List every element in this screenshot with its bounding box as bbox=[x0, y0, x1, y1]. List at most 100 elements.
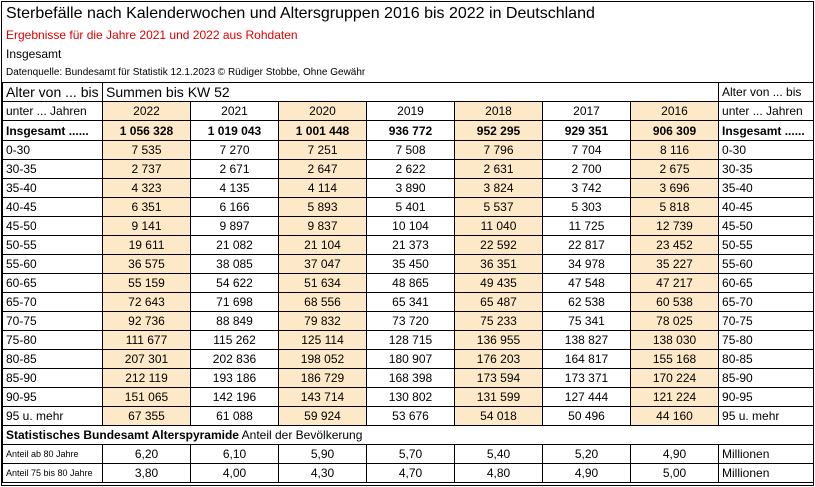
value: 173 371 bbox=[542, 368, 631, 388]
value: 6 166 bbox=[190, 197, 279, 217]
value: 37 047 bbox=[278, 254, 367, 274]
age-label: 80-85 bbox=[2, 349, 103, 369]
data-row: 45-50 9 141 9 897 9 837 10 104 11 040 11 725 12… bbox=[2, 216, 815, 236]
value: 2 700 bbox=[542, 159, 631, 179]
population-value: 4,00 bbox=[190, 463, 279, 483]
value: 180 907 bbox=[366, 349, 455, 369]
value: 3 890 bbox=[366, 178, 455, 198]
age-label: 40-45 bbox=[718, 197, 815, 217]
value: 906 309 bbox=[629, 120, 720, 141]
age-label: 40-45 bbox=[2, 197, 103, 217]
age-label: 85-90 bbox=[2, 368, 103, 388]
population-value: 4,70 bbox=[366, 463, 455, 483]
value: 929 351 bbox=[542, 120, 631, 141]
age-label: Insgesamt ...... bbox=[718, 120, 815, 141]
value: 5 893 bbox=[278, 197, 367, 217]
data-row: 80-85 207 301 202 836 198 052 180 907 176 203… bbox=[2, 349, 815, 369]
value: 7 704 bbox=[542, 140, 631, 160]
title: Sterbefälle nach Kalenderwochen und Alte… bbox=[6, 5, 595, 22]
row-head: Alter von ... bis bbox=[2, 82, 103, 102]
value: 5 818 bbox=[629, 197, 720, 217]
value: 21 082 bbox=[190, 235, 279, 255]
value: 2 671 bbox=[190, 159, 279, 179]
value: 6 351 bbox=[102, 197, 191, 217]
value: 21 373 bbox=[366, 235, 455, 255]
value: 2 622 bbox=[366, 159, 455, 179]
value: 44 160 bbox=[629, 406, 720, 426]
value: 19 611 bbox=[102, 235, 191, 255]
value: 127 444 bbox=[542, 387, 631, 407]
year: 2018 bbox=[454, 101, 543, 121]
age-label: 65-70 bbox=[718, 292, 815, 312]
age-label: 90-95 bbox=[2, 387, 103, 407]
age-label: 50-55 bbox=[2, 235, 103, 255]
value: 128 715 bbox=[366, 330, 455, 350]
value: 61 088 bbox=[190, 406, 279, 426]
population-value: 4,30 bbox=[278, 463, 367, 483]
value: 54 018 bbox=[454, 406, 543, 426]
value: 59 924 bbox=[278, 406, 367, 426]
value: 5 303 bbox=[542, 197, 631, 217]
population-title-row: Statistisches Bundesamt Alterspyramide A… bbox=[1, 425, 815, 445]
data-row: 65-70 72 643 71 698 68 556 65 341 65 487 62 53… bbox=[2, 292, 815, 312]
population-value: 5,00 bbox=[629, 463, 720, 483]
value: 48 865 bbox=[366, 273, 455, 293]
unit: Millionen bbox=[718, 444, 815, 464]
value: 198 052 bbox=[278, 349, 367, 369]
value: 75 341 bbox=[542, 311, 631, 331]
age-label: 85-90 bbox=[718, 368, 815, 388]
source: Datenquelle: Bundesamt für Statistik 12.… bbox=[6, 67, 366, 78]
data-row: 85-90 212 119 193 186 186 729 168 398 173 594… bbox=[2, 368, 815, 388]
value: 65 341 bbox=[366, 292, 455, 312]
data-row: Insgesamt ...... 1 056 328 1 019 043 1 001 … bbox=[2, 120, 815, 141]
value: 2 647 bbox=[278, 159, 367, 179]
population-value: 5,70 bbox=[366, 444, 455, 464]
population-value: 6,20 bbox=[102, 444, 191, 464]
value: 88 849 bbox=[190, 311, 279, 331]
age-label: 70-75 bbox=[718, 311, 815, 331]
value: 2 737 bbox=[102, 159, 191, 179]
value: 34 978 bbox=[542, 254, 631, 274]
population-value: 5,40 bbox=[454, 444, 543, 464]
data-row: 0-30 7 535 7 270 7 251 7 508 7 796 7 704 8 116 0… bbox=[2, 140, 815, 160]
age-label: 0-30 bbox=[2, 140, 103, 160]
value: 10 104 bbox=[366, 216, 455, 236]
value: 60 538 bbox=[629, 292, 720, 312]
population-value: 5,90 bbox=[278, 444, 367, 464]
data-row: 90-95 151 065 142 196 143 714 130 802 131 599… bbox=[2, 387, 815, 407]
data-row: 75-80 111 677 115 262 125 114 128 715 136 955… bbox=[2, 330, 815, 350]
value: 67 355 bbox=[102, 406, 191, 426]
population-title-rest: Anteil der Bevölkerung bbox=[241, 428, 363, 442]
value: 2 675 bbox=[629, 159, 720, 179]
population-value: 4,90 bbox=[629, 444, 720, 464]
population-value: 4,80 bbox=[454, 463, 543, 483]
value: 8 116 bbox=[629, 140, 720, 160]
value: 9 141 bbox=[102, 216, 191, 236]
value: 3 824 bbox=[454, 178, 543, 198]
age-label: Insgesamt ...... bbox=[2, 120, 103, 141]
value: 176 203 bbox=[454, 349, 543, 369]
value: 173 594 bbox=[454, 368, 543, 388]
value: 212 119 bbox=[102, 368, 191, 388]
age-label: 55-60 bbox=[2, 254, 103, 274]
head-row: Alter von ... bis Summen bis KW 52 Alter v… bbox=[2, 82, 815, 102]
age-label: 60-65 bbox=[2, 273, 103, 293]
population-value: 3,80 bbox=[102, 463, 191, 483]
value: 7 270 bbox=[190, 140, 279, 160]
population-value: 4,90 bbox=[542, 463, 631, 483]
value: 168 398 bbox=[366, 368, 455, 388]
value: 111 677 bbox=[102, 330, 191, 350]
value: 36 351 bbox=[454, 254, 543, 274]
population-value: 5,20 bbox=[542, 444, 631, 464]
value: 12 739 bbox=[629, 216, 720, 236]
value: 23 452 bbox=[629, 235, 720, 255]
data-row: 50-55 19 611 21 082 21 104 21 373 22 592 22 81… bbox=[2, 235, 815, 255]
value: 202 836 bbox=[190, 349, 279, 369]
value: 936 772 bbox=[366, 120, 455, 141]
value: 115 262 bbox=[190, 330, 279, 350]
value: 130 802 bbox=[366, 387, 455, 407]
age-label: 45-50 bbox=[2, 216, 103, 236]
value: 2 631 bbox=[454, 159, 543, 179]
data-row: 55-60 36 575 38 085 37 047 35 450 36 351 34 97… bbox=[2, 254, 815, 274]
